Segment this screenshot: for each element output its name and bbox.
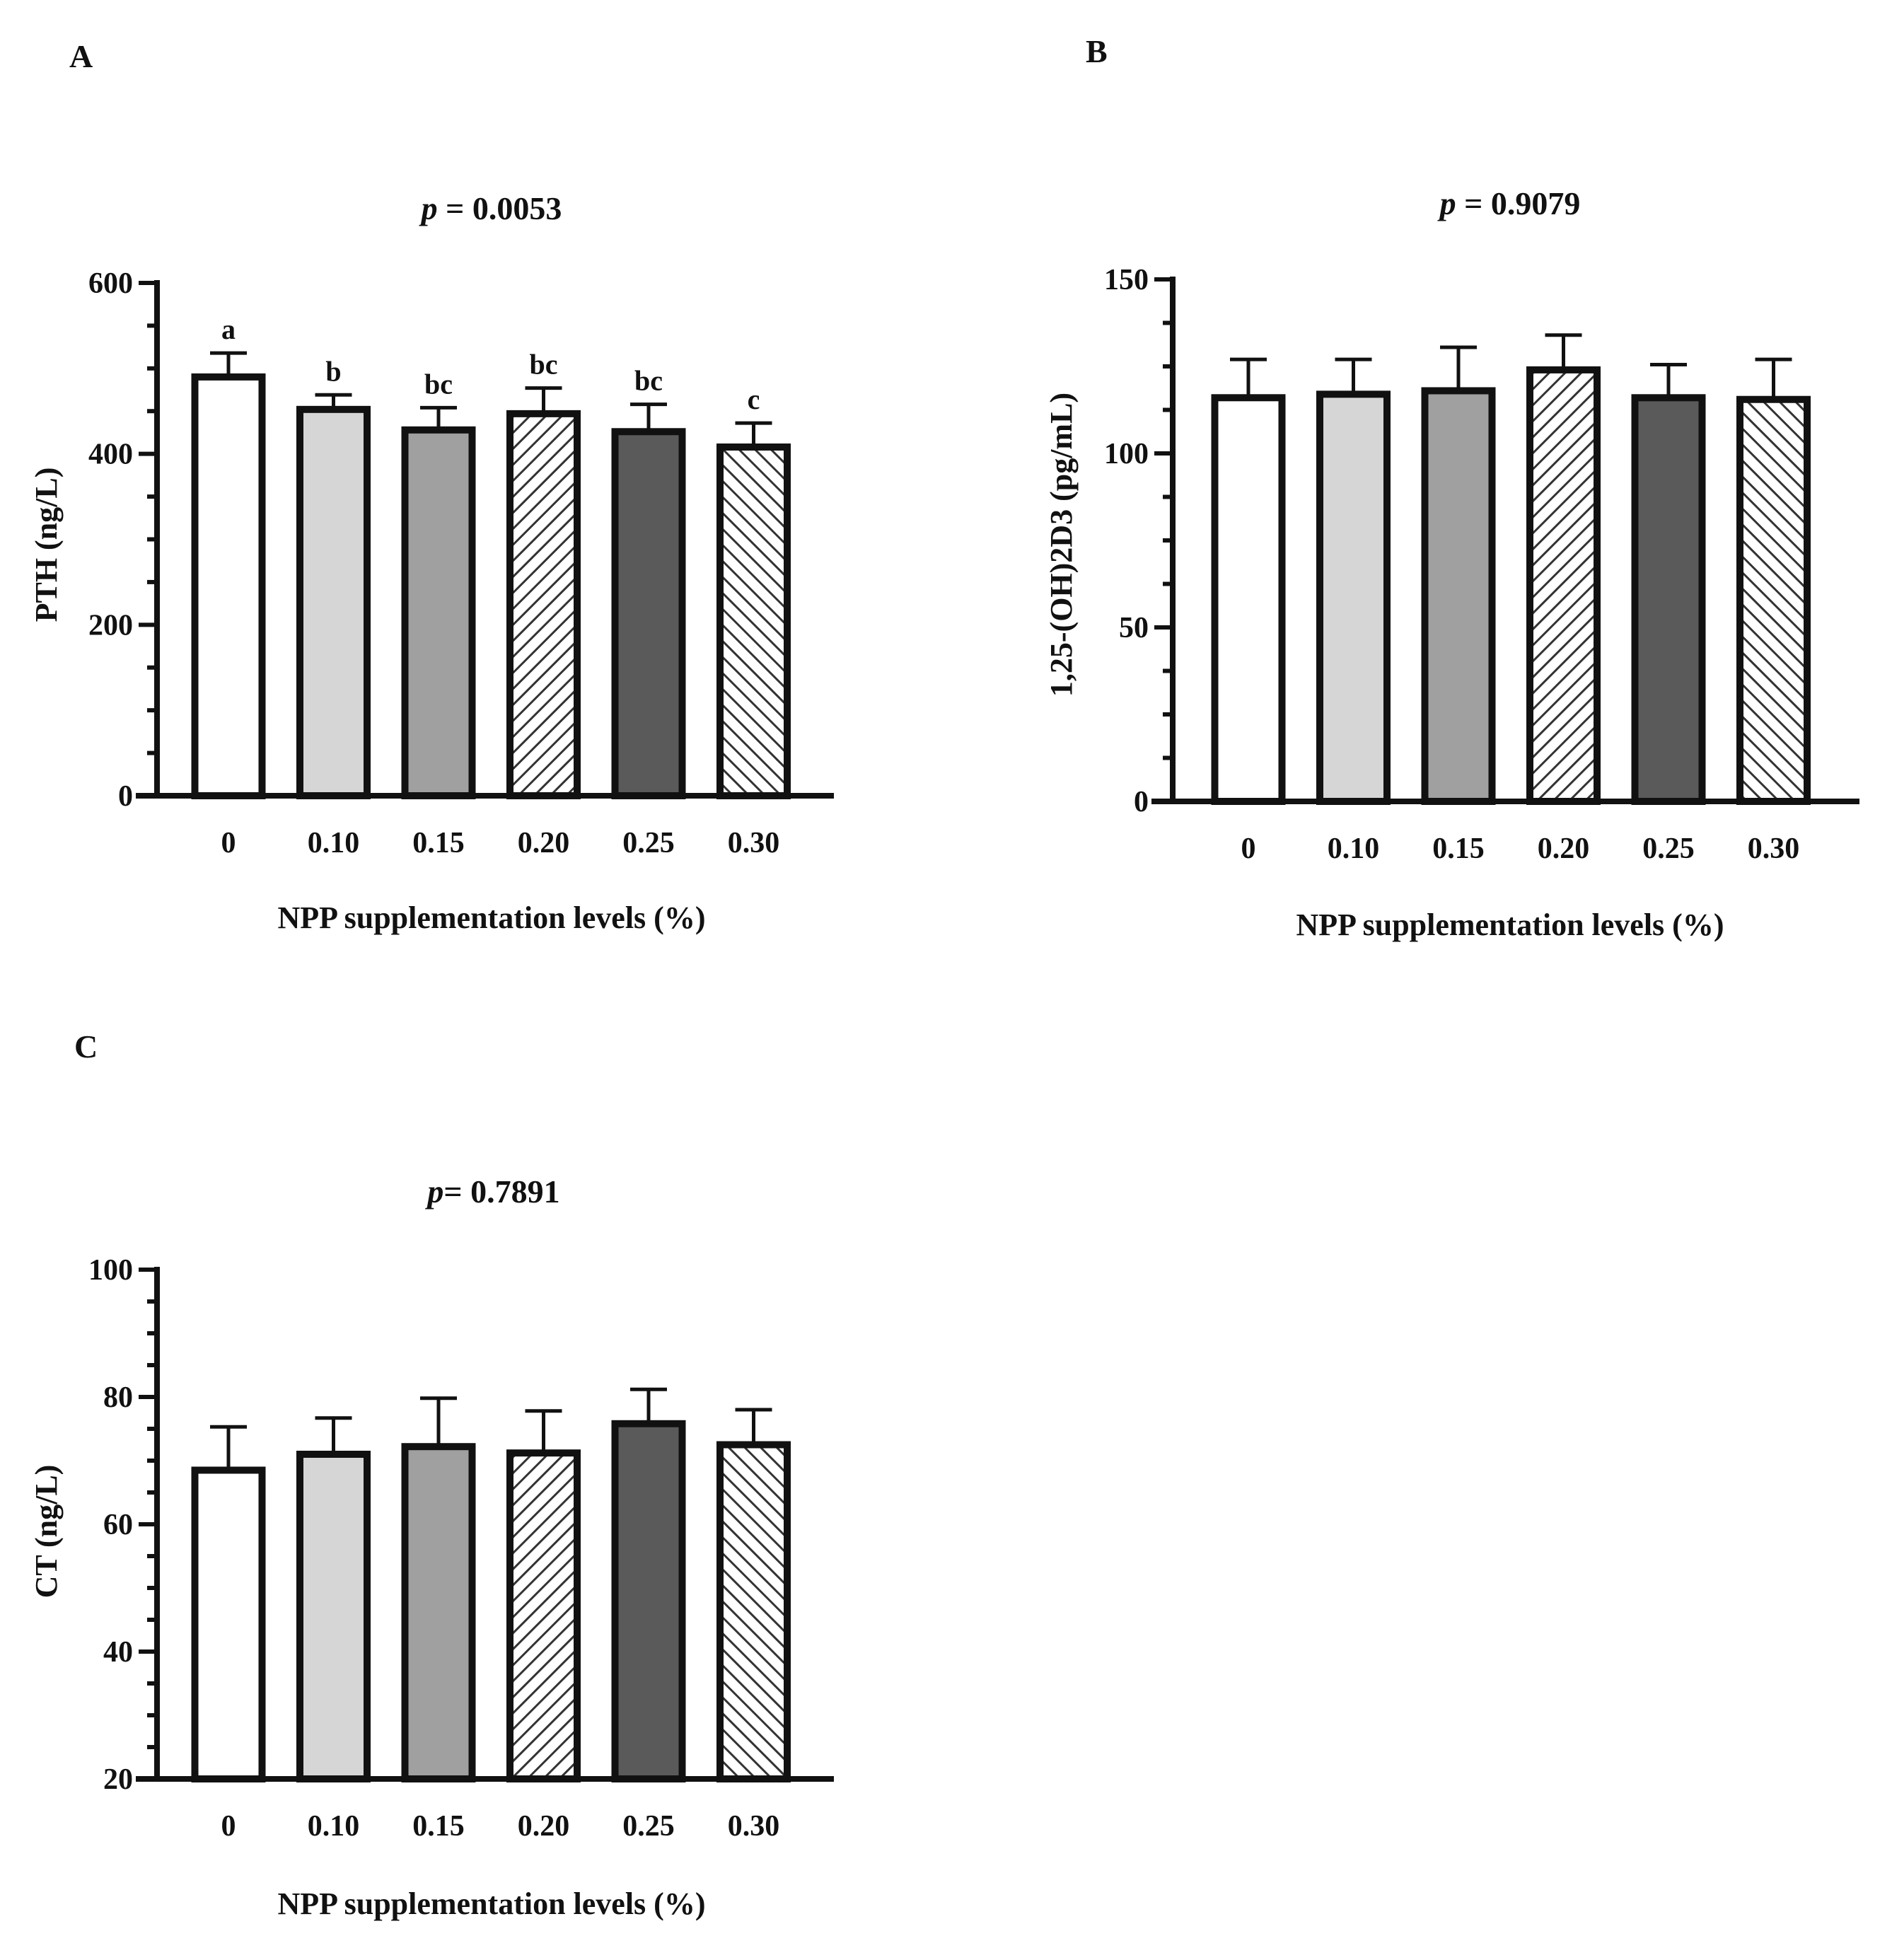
panel-b-y-tick-label: 150 xyxy=(1104,264,1149,296)
panel-b-y-tick-label: 0 xyxy=(1134,786,1149,818)
panel-b-bar-0.30 xyxy=(1736,395,1811,805)
panel-b-pvalue: p = 0.9079 xyxy=(1437,185,1581,221)
panel-c-plot: 20 40 60 80 100 0 0.10 0.15 0.20 0.25 0.30 xyxy=(88,1254,834,1843)
panel-a-y-axis-title: PTH (ng/L) xyxy=(29,468,64,622)
panel-b-x-tick-label: 0.15 xyxy=(1432,833,1485,865)
panel-b-bar-0.20 xyxy=(1526,366,1601,805)
panel-c-y-tick-label: 100 xyxy=(88,1254,133,1287)
panel-c: C p= 0.7891 20 40 60 80 100 0 0.10 0.15 0.20 0.25… xyxy=(29,1028,834,1921)
panel-a-bar-0.30 xyxy=(716,443,791,799)
panel-c-bar-0 xyxy=(191,1466,266,1782)
panel-a-y-tick-label: 0 xyxy=(118,780,133,813)
panel-b-plot: 0 50 100 150 0 0.10 0.15 0.20 0.25 0.30 xyxy=(1104,264,1859,865)
panel-b-y-tick-label: 50 xyxy=(1119,612,1149,644)
panel-b-bar-0.25 xyxy=(1631,394,1706,805)
panel-a-x-tick-label: 0.10 xyxy=(308,827,360,859)
panel-c-x-tick-label: 0.15 xyxy=(412,1810,465,1843)
panel-a-x-tick-label: 0.20 xyxy=(518,827,570,859)
panel-a-bar-0.15 xyxy=(401,426,476,799)
panel-a-significance-letter: bc xyxy=(634,365,663,397)
panel-a-plot: 0 200 400 600 a 0 b 0.10 bc 0.15 bc 0.20 bc 0.25 c 0.30 xyxy=(88,267,834,859)
panel-a-bar-0.25 xyxy=(611,428,686,799)
panel-a-bar-0.20 xyxy=(506,410,581,799)
panel-a-x-tick-label: 0.30 xyxy=(728,827,780,859)
panel-b-x-axis-title: NPP supplementation levels (%) xyxy=(1296,907,1724,942)
panel-c-bar-0.25 xyxy=(611,1420,686,1783)
panel-a-pvalue: p = 0.0053 xyxy=(419,190,562,226)
panel-c-x-tick-label: 0.25 xyxy=(622,1810,675,1843)
panel-c-y-axis-title: CT (ng/L) xyxy=(29,1465,64,1599)
panel-a: A p = 0.0053 0 200 400 600 a 0 b 0.10 bc 0.15 bc 0.… xyxy=(29,38,834,935)
panel-c-x-tick-label: 0.10 xyxy=(308,1810,360,1843)
panel-c-x-tick-label: 0.20 xyxy=(518,1810,570,1843)
panel-a-significance-letter: c xyxy=(748,383,760,415)
panel-a-x-tick-label: 0 xyxy=(221,827,236,859)
panel-a-letter: A xyxy=(69,38,93,74)
panel-a-x-tick-label: 0.15 xyxy=(412,827,465,859)
panel-b-bar-0 xyxy=(1211,394,1286,805)
panel-a-significance-letter: a xyxy=(221,313,236,345)
panel-c-y-tick-label: 40 xyxy=(103,1636,133,1669)
panel-c-y-tick-label: 60 xyxy=(103,1509,133,1541)
panel-b-bar-0.10 xyxy=(1316,390,1391,805)
panel-c-x-tick-label: 0 xyxy=(221,1810,236,1843)
panel-a-y-tick-label: 200 xyxy=(88,609,133,642)
panel-b-y-axis-title: 1,25-(OH)2D3 (pg/mL) xyxy=(1044,393,1079,697)
panel-a-x-tick-label: 0.25 xyxy=(622,827,675,859)
panel-b-x-tick-label: 0.25 xyxy=(1642,833,1695,865)
panel-b-x-tick-label: 0 xyxy=(1241,833,1256,865)
panel-a-significance-letter: b xyxy=(325,355,341,387)
panel-c-x-tick-label: 0.30 xyxy=(728,1810,780,1843)
panel-c-bar-0.15 xyxy=(401,1443,476,1782)
panel-c-x-axis-title: NPP supplementation levels (%) xyxy=(278,1886,706,1921)
panel-a-bar-0 xyxy=(191,373,266,799)
panel-a-y-tick-label: 600 xyxy=(88,267,133,300)
panel-b-bar-0.15 xyxy=(1421,387,1496,805)
panel-a-x-axis-title: NPP supplementation levels (%) xyxy=(278,900,706,935)
panel-c-y-tick-label: 20 xyxy=(103,1763,133,1796)
panel-b-letter: B xyxy=(1086,33,1108,69)
panel-b-x-tick-label: 0.30 xyxy=(1748,833,1800,865)
panel-c-bar-0.10 xyxy=(296,1451,371,1782)
panel-c-bar-0.30 xyxy=(716,1441,791,1782)
panel-a-y-tick-label: 400 xyxy=(88,439,133,471)
panel-b-x-tick-label: 0.10 xyxy=(1328,833,1380,865)
panel-b-x-tick-label: 0.20 xyxy=(1538,833,1590,865)
panel-a-bar-0.10 xyxy=(296,405,371,799)
panel-c-y-tick-label: 80 xyxy=(103,1381,133,1414)
panel-a-significance-letter: bc xyxy=(530,349,558,381)
panel-a-significance-letter: bc xyxy=(424,368,453,400)
panel-c-letter: C xyxy=(74,1028,98,1065)
panel-b-y-tick-label: 100 xyxy=(1104,438,1149,470)
panel-c-pvalue: p= 0.7891 xyxy=(424,1173,559,1210)
panel-c-bar-0.20 xyxy=(506,1449,581,1782)
